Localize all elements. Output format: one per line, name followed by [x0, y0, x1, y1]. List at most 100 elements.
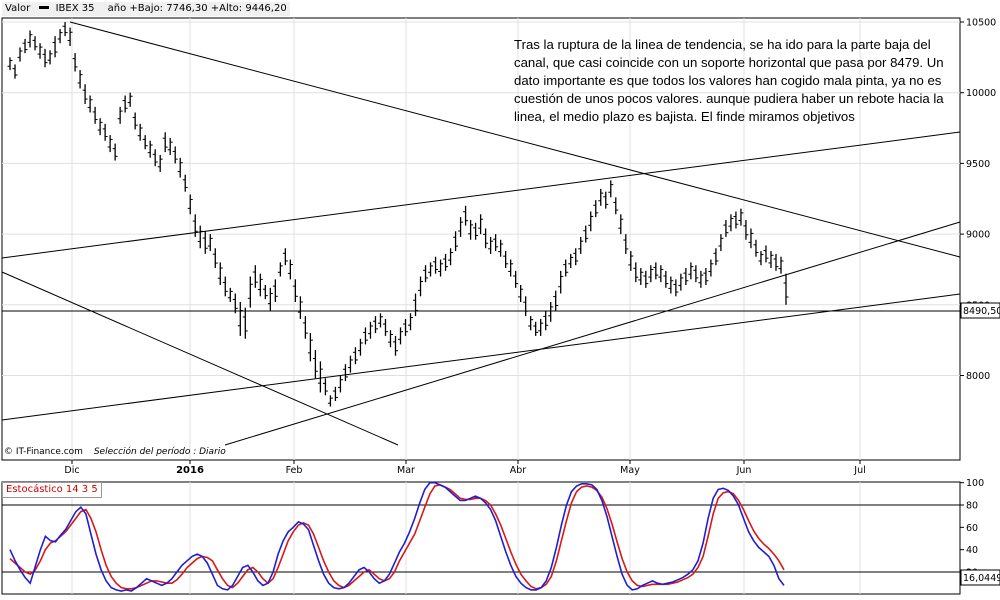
ohlc-bar	[257, 273, 263, 297]
stochastic-panel-frame	[1, 481, 961, 595]
ohlc-bar	[372, 316, 378, 334]
ohlc-bar	[598, 188, 604, 206]
ohlc-bar	[668, 276, 674, 294]
instrument-name: IBEX 35	[55, 3, 95, 14]
ohlc-bar	[463, 205, 469, 226]
ohlc-bar	[503, 251, 509, 269]
ohlc-bar	[242, 307, 248, 339]
ohlc-bar	[237, 301, 243, 336]
ohlc-bar	[513, 270, 519, 288]
trendline-descending-upper	[69, 21, 961, 258]
ohlc-bar	[322, 378, 328, 396]
ohlc-bar	[413, 293, 419, 317]
ohlc-bar	[212, 248, 218, 269]
ohlc-bar	[433, 256, 439, 274]
y-axis-ticks: 10500100009500900085008000	[960, 18, 996, 382]
ohlc-bar	[623, 234, 629, 254]
stochastic-label: Estocástico 14 3 5	[2, 482, 102, 498]
ohlc-bar	[87, 95, 93, 113]
ohlc-bar	[738, 208, 744, 226]
ohlc-bar	[408, 313, 414, 331]
ohlc-bar	[518, 285, 524, 302]
ohlc-bar	[583, 225, 589, 243]
ohlc-bar	[488, 236, 494, 254]
ohlc-bar	[307, 333, 313, 362]
y-tick-label: 9500	[966, 159, 990, 170]
y-tick-label: 10500	[966, 18, 996, 29]
ohlc-bar	[262, 285, 268, 300]
ohlc-bar	[177, 157, 183, 178]
ohlc-bars	[7, 22, 789, 407]
last-price-box: 8490,50	[960, 302, 1000, 319]
ohlc-bar	[142, 135, 148, 150]
ohlc-bar	[312, 350, 318, 379]
ohlc-bar	[703, 268, 709, 286]
ohlc-bar	[207, 234, 213, 252]
x-tick-label: Mar	[397, 465, 415, 476]
ohlc-bar	[683, 268, 689, 286]
stochastic-y-tick-label: 80	[966, 501, 978, 512]
ohlc-bar	[563, 259, 569, 277]
y-tick-label: 8000	[966, 371, 990, 382]
ohlc-bar	[127, 92, 133, 107]
trendline-descending-lower	[1, 271, 399, 446]
ohlc-bar	[418, 276, 424, 297]
ohlc-bar	[82, 84, 88, 105]
ohlc-bar	[473, 222, 479, 240]
ohlc-bar	[528, 316, 534, 331]
stochastic-y-ticks: 10080604020	[960, 478, 984, 579]
ohlc-bar	[57, 29, 63, 44]
ohlc-bar	[222, 276, 228, 297]
ohlc-bar	[768, 251, 774, 269]
ohlc-bar	[688, 262, 694, 280]
ohlc-bar	[382, 318, 388, 336]
ohlc-bar	[743, 219, 749, 240]
ohlc-bar	[362, 327, 368, 345]
ohlc-bar	[267, 287, 273, 311]
stochastic-k-line	[9, 481, 785, 592]
ohlc-bar	[573, 248, 579, 266]
ohlc-bar	[523, 296, 529, 317]
ohlc-bar	[608, 180, 614, 198]
ohlc-bar	[458, 217, 464, 237]
ohlc-bar	[508, 259, 514, 277]
analysis-annotation: Tras la ruptura de la linea de tendencia…	[514, 37, 944, 124]
ohlc-bar	[658, 265, 664, 283]
x-axis-ticks: Dic 2016 Feb Mar Abr May Jun Jul	[64, 460, 866, 476]
ohlc-bar	[377, 313, 383, 328]
ohlc-bar	[708, 259, 714, 277]
ohlc-bar	[162, 132, 168, 153]
ohlc-bar	[533, 321, 539, 336]
ohlc-bar	[423, 265, 429, 283]
ohlc-bar	[778, 256, 784, 274]
vertical-gridlines	[71, 18, 861, 594]
ohlc-bar	[693, 265, 699, 283]
ohlc-bar	[648, 265, 654, 283]
stochastic-y-tick-label: 40	[966, 545, 978, 556]
period-selection: Selección del período : Diario	[93, 447, 226, 457]
x-tick-label: Abr	[510, 465, 527, 476]
ohlc-bar	[748, 228, 754, 249]
ohlc-bar	[332, 386, 338, 401]
ohlc-bar	[182, 174, 188, 192]
ohlc-bar	[783, 273, 789, 305]
ohlc-bar	[122, 95, 128, 113]
ohlc-bar	[568, 253, 574, 269]
ohlc-bar	[107, 135, 113, 153]
ohlc-bar	[698, 270, 704, 288]
source-credit: © IT-Finance.com	[4, 447, 83, 457]
ohlc-bar	[633, 262, 639, 283]
horizontal-gridlines	[2, 21, 960, 376]
ohlc-bar	[32, 36, 38, 51]
ohlc-bar	[638, 268, 644, 286]
ohlc-bar	[558, 270, 564, 294]
ohlc-bar	[217, 262, 223, 286]
ohlc-bar	[443, 253, 449, 271]
stochastic-last-value: 16,0449	[963, 573, 1000, 584]
ohlc-bar	[277, 262, 283, 277]
stochastic-y-tick-label: 60	[966, 523, 978, 534]
ohlc-bar	[493, 234, 499, 252]
ohlc-bar	[713, 248, 719, 266]
ohlc-bar	[753, 239, 759, 257]
chart-header: Valor IBEX 35 año +Bajo: 7746,30 +Alto: …	[2, 2, 290, 16]
